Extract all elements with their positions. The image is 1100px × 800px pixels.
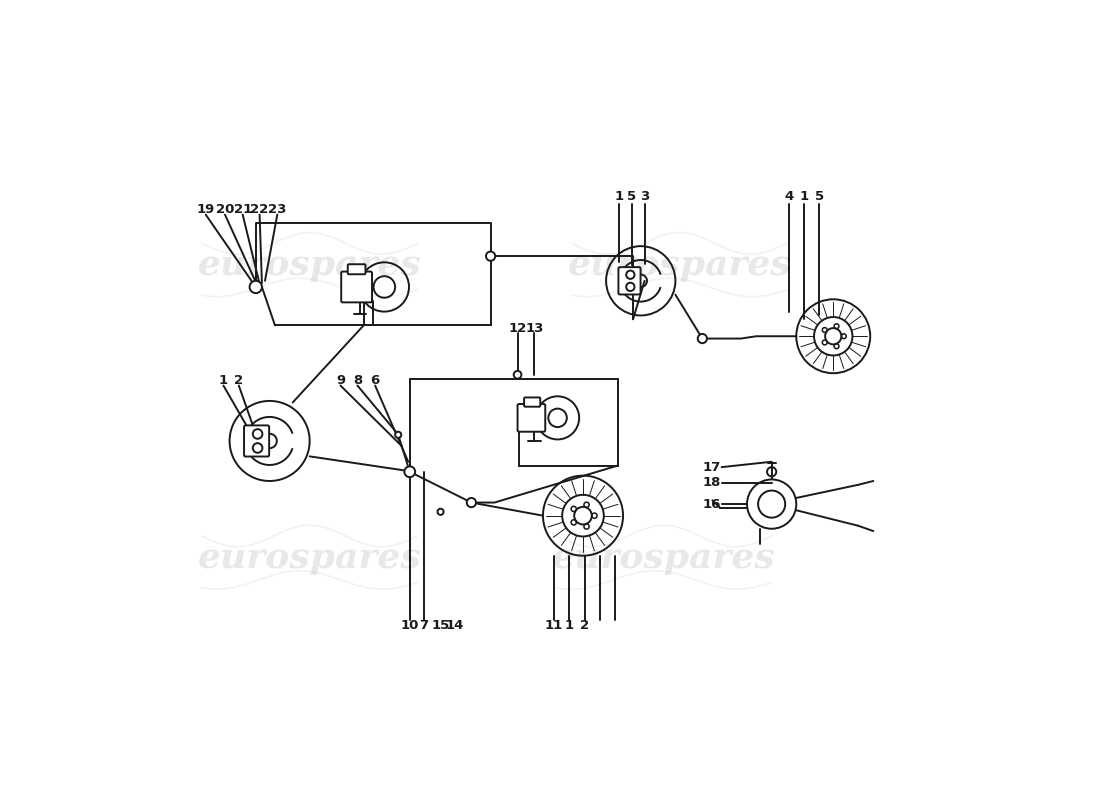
- Text: 12: 12: [508, 322, 527, 335]
- Text: 11: 11: [544, 619, 563, 632]
- Circle shape: [405, 466, 415, 477]
- Circle shape: [395, 432, 402, 438]
- Text: 16: 16: [703, 498, 720, 510]
- Text: 14: 14: [446, 619, 463, 632]
- Circle shape: [486, 251, 495, 261]
- Text: 5: 5: [627, 190, 636, 202]
- Text: 7: 7: [419, 619, 428, 632]
- Text: 23: 23: [268, 203, 286, 217]
- Text: 10: 10: [400, 619, 419, 632]
- Circle shape: [250, 281, 262, 293]
- Text: 4: 4: [784, 190, 793, 202]
- Text: eurospares: eurospares: [198, 541, 421, 575]
- Text: 5: 5: [815, 190, 824, 202]
- Text: 3: 3: [640, 190, 649, 202]
- FancyBboxPatch shape: [244, 426, 270, 457]
- Text: 17: 17: [703, 461, 720, 474]
- Text: eurospares: eurospares: [568, 248, 791, 282]
- Circle shape: [438, 509, 443, 515]
- Circle shape: [466, 498, 476, 507]
- Text: 2: 2: [580, 619, 590, 632]
- Text: 8: 8: [353, 374, 362, 387]
- Text: 1: 1: [564, 619, 574, 632]
- FancyBboxPatch shape: [348, 264, 365, 274]
- Text: 21: 21: [233, 203, 252, 217]
- Text: 19: 19: [197, 203, 215, 217]
- Text: 1: 1: [219, 374, 228, 387]
- Text: 6: 6: [371, 374, 380, 387]
- Text: 2: 2: [234, 374, 243, 387]
- FancyBboxPatch shape: [517, 404, 546, 432]
- Text: 15: 15: [431, 619, 450, 632]
- Text: eurospares: eurospares: [552, 541, 776, 575]
- Circle shape: [697, 334, 707, 343]
- Text: 13: 13: [526, 322, 543, 335]
- Text: 22: 22: [251, 203, 268, 217]
- Text: 20: 20: [216, 203, 234, 217]
- Text: 18: 18: [703, 476, 720, 489]
- FancyBboxPatch shape: [524, 398, 540, 406]
- FancyBboxPatch shape: [618, 267, 640, 294]
- Text: 1: 1: [615, 190, 624, 202]
- Text: eurospares: eurospares: [198, 248, 421, 282]
- Text: 9: 9: [336, 374, 345, 387]
- Circle shape: [514, 371, 521, 378]
- Text: 1: 1: [800, 190, 808, 202]
- FancyBboxPatch shape: [341, 271, 372, 302]
